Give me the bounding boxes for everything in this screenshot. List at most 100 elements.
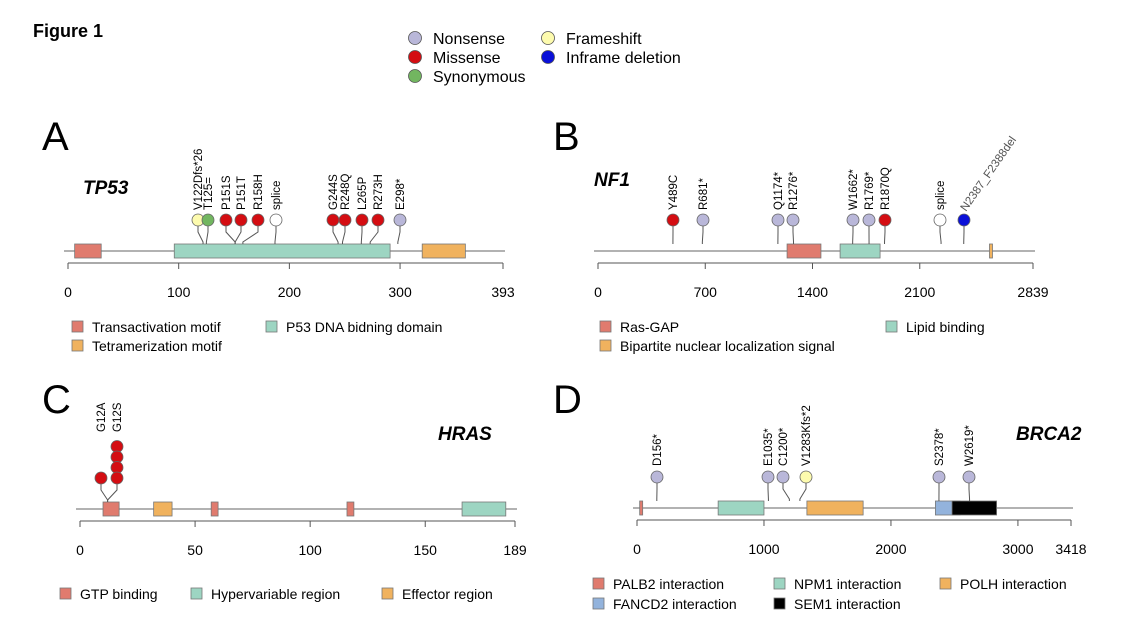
domain-legend-label: Transactivation motif (92, 319, 221, 335)
domain-legend-swatch (599, 339, 612, 352)
mutation-label: T125= (203, 177, 215, 210)
x-tick-label: 3418 (1055, 541, 1086, 557)
mutation-marker-nonsense (962, 470, 976, 484)
domain-lipid-binding (839, 243, 881, 259)
mutation-marker-missense (94, 471, 108, 485)
domain-legend-label: GTP binding (80, 586, 158, 602)
mutation-marker-missense (110, 471, 124, 485)
panel-letter: C (42, 378, 71, 422)
domain-legend-swatch (592, 597, 605, 610)
x-tick-label: 1000 (748, 541, 779, 557)
mutation-marker-splice (269, 213, 283, 227)
domain-legend-label: SEM1 interaction (794, 596, 901, 612)
domain-bipartite-nuclear-localization-signal (989, 243, 993, 259)
mutation-marker-nonsense (776, 470, 790, 484)
mutation-label: V1283Kfs*2 (801, 405, 813, 466)
inframe-legend-marker (541, 50, 555, 64)
mutation-label: S2378* (934, 428, 946, 466)
mutation-marker-nonsense (696, 213, 710, 227)
domain-legend-label: Bipartite nuclear localization signal (620, 338, 835, 354)
domain-legend-label: P53 DNA bidning domain (286, 319, 442, 335)
mutation-label: G12S (112, 402, 124, 432)
mutation-marker-missense (251, 213, 265, 227)
domain-legend-label: PALB2 interaction (613, 576, 724, 592)
domain-legend-label: Ras-GAP (620, 319, 679, 335)
domain-legend-label: Tetramerization motif (92, 338, 222, 354)
mutation-marker-nonsense (650, 470, 664, 484)
mutation-marker-nonsense (932, 470, 946, 484)
domain-legend-swatch (885, 320, 898, 333)
x-tick-label: 50 (187, 542, 203, 558)
mutation-label: R681* (698, 178, 710, 210)
mutation-label: splice (271, 181, 283, 210)
domain-palb2-interaction (639, 500, 644, 516)
mutation-label: splice (935, 181, 947, 210)
gene-name: BRCA2 (1016, 424, 1082, 445)
domain-effector-region (153, 501, 173, 517)
mutation-label: G244S (328, 174, 340, 210)
mutation-marker-missense (326, 213, 340, 227)
domain-legend-swatch (190, 587, 203, 600)
domain-legend-swatch (592, 577, 605, 590)
missense-legend-marker (408, 50, 422, 64)
x-tick-label: 2000 (875, 541, 906, 557)
gene-name: HRAS (438, 424, 492, 445)
panel-b: B NF1 0 700 1400 2100 2839 Y489C R681* Q1174* R127… (553, 115, 1049, 354)
mutation-label: R1276* (788, 171, 800, 210)
mutation-marker-synonymous (201, 213, 215, 227)
mutation-label: C1200* (778, 427, 790, 466)
mutation-label: R158H (253, 174, 265, 210)
mutation-marker-nonsense (761, 470, 775, 484)
mutation-marker-missense (666, 213, 680, 227)
domain-npm1-interaction (717, 500, 765, 516)
domain-legend-swatch (265, 320, 278, 333)
x-tick-label: 0 (76, 542, 84, 558)
domain-legend-label: Lipid binding (906, 319, 985, 335)
mutation-marker-missense (234, 213, 248, 227)
mutation-marker-nonsense (846, 213, 860, 227)
domain-polh-interaction (806, 500, 864, 516)
mutation-label: R1870Q (880, 167, 892, 210)
x-tick-label: 0 (594, 284, 602, 300)
mutation-label: N2387_F2388del (959, 135, 1019, 214)
panel-letter: D (553, 378, 582, 422)
domain-legend-swatch (59, 587, 72, 600)
mutation-label: W1662* (848, 169, 860, 210)
panel-letter: B (553, 115, 580, 159)
synonymous-legend-label: Synonymous (433, 69, 526, 86)
frameshift-legend-label: Frameshift (566, 31, 642, 48)
x-tick-label: 150 (414, 542, 438, 558)
mutation-marker-missense (338, 213, 352, 227)
mutation-label: D156* (652, 434, 664, 466)
mutation-marker-frameshift (799, 470, 813, 484)
mutation-label: Y489C (668, 175, 680, 210)
mutation-marker-missense (878, 213, 892, 227)
domain-legend-swatch (71, 339, 84, 352)
figure-title: Figure 1 (33, 21, 103, 41)
x-tick-label: 300 (388, 284, 412, 300)
nonsense-legend-label: Nonsense (433, 31, 505, 48)
domain-ras-gap (786, 243, 822, 259)
inframe-legend-label: Inframe deletion (566, 50, 681, 67)
x-tick-label: 2839 (1017, 284, 1048, 300)
domain-legend-swatch (939, 577, 952, 590)
domain-legend-label: Hypervariable region (211, 586, 340, 602)
x-tick-label: 1400 (797, 284, 828, 300)
mutation-marker-missense (371, 213, 385, 227)
mutation-label: E1035* (763, 428, 775, 466)
mutation-label: L265P (357, 176, 369, 210)
mutation-label: E298* (395, 178, 407, 210)
mutation-marker-nonsense (862, 213, 876, 227)
missense-legend-label: Missense (433, 50, 501, 67)
domain-hypervariable-region (461, 501, 507, 517)
mutation-marker-nonsense (786, 213, 800, 227)
mutation-label: P151S (221, 175, 233, 210)
mutation-label: Q1174* (773, 171, 785, 210)
domain-p53-dna-bidning-domain (173, 243, 391, 259)
x-tick-label: 100 (167, 284, 191, 300)
mutation-type-legend: Nonsense Missense Synonymous Frameshift Infr… (408, 31, 681, 86)
mutation-label: P151T (236, 176, 248, 210)
domain-sem1-interaction (951, 500, 997, 516)
